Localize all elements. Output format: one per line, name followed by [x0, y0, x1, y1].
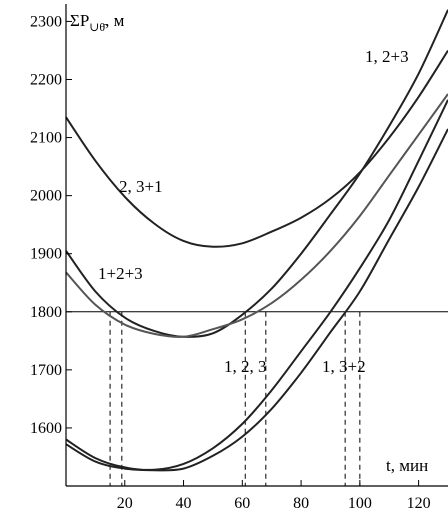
x-tick-label: 100 [348, 495, 372, 512]
y-tick-label: 1600 [30, 420, 62, 437]
curve-label-1-3plus2: 1, 3+2 [322, 357, 366, 376]
y-tick-label: 1900 [30, 246, 62, 263]
curve-label-1plus2plus3: 1+2+3 [98, 264, 143, 283]
ticks-layer: 1600 1700 1800 1900 2000 2100 2200 2300 20 40 60 80… [30, 13, 431, 512]
x-tick-label: 80 [293, 495, 309, 512]
x-tick-label: 120 [407, 495, 431, 512]
series-line [65, 49, 448, 248]
x-axis-label: t, мин [386, 456, 428, 475]
y-tick-label: 2200 [30, 71, 62, 88]
y-tick-label: 2300 [30, 13, 62, 30]
x-tick-label: 60 [234, 495, 250, 512]
series-line [65, 128, 448, 472]
y-tick-label: 1700 [30, 362, 62, 379]
y-axis-label: ΣP∪θ̄, м [70, 11, 125, 34]
axes-layer [65, 4, 448, 487]
y-tick-label: 2000 [30, 188, 62, 205]
x-tick-label: 20 [117, 495, 133, 512]
series-line [65, 99, 448, 471]
series-line [65, 9, 448, 338]
y-tick-label: 2100 [30, 130, 62, 147]
x-tick-label: 40 [176, 495, 192, 512]
series-line [65, 93, 448, 338]
curve-label-1-2-3: 1, 2, 3 [224, 357, 267, 376]
curve-label-1-2plus3: 1, 2+3 [365, 47, 409, 66]
curve-label-2-3plus1: 2, 3+1 [119, 177, 163, 196]
series-layer [65, 9, 448, 472]
y-tick-label: 1800 [30, 304, 62, 321]
